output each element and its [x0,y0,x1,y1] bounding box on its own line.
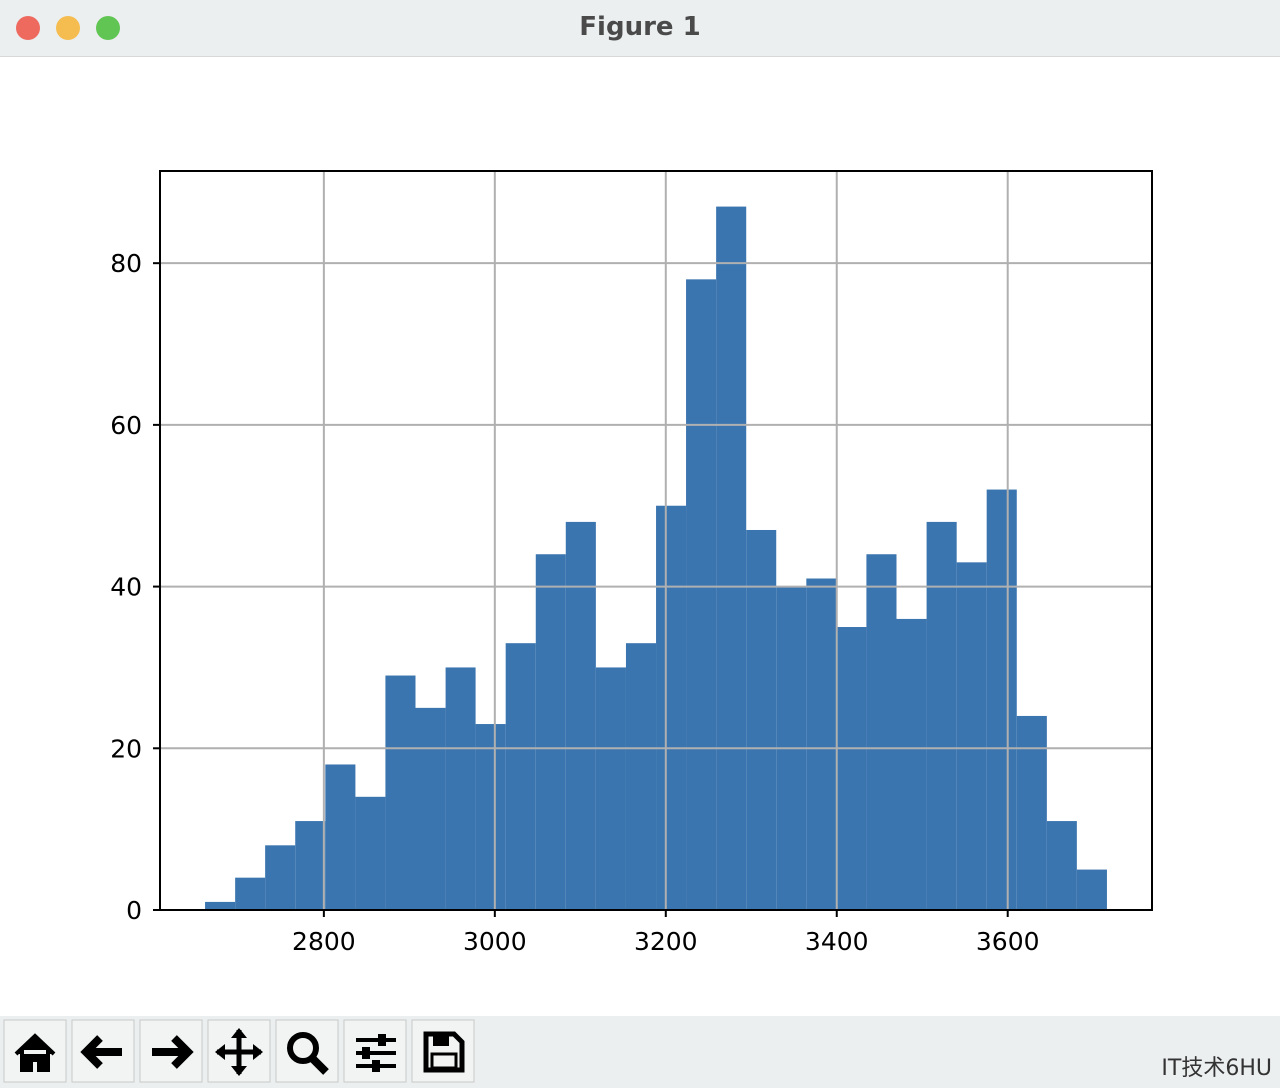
y-tick-label: 20 [110,734,142,763]
bar [746,529,777,910]
minimize-button[interactable] [56,16,80,40]
bar [806,578,837,910]
bar [1046,821,1077,910]
bar [445,667,476,910]
bar [535,554,566,910]
configure-button[interactable] [343,1019,407,1083]
y-tick-label: 80 [110,249,142,278]
toolbar: IT技术6HU [0,1016,1280,1088]
bar [986,489,1017,910]
x-tick-label: 2800 [292,927,356,956]
zoom-button[interactable] [96,16,120,40]
watermark: IT技术6HU [1161,1056,1272,1081]
x-tick-label: 3600 [976,927,1040,956]
x-tick-label: 3200 [634,927,698,956]
window-title: Figure 1 [579,12,701,42]
bar [325,764,356,910]
bar [385,675,416,910]
bar [625,643,657,910]
bar [475,724,506,910]
bar [1076,869,1107,910]
toolbar-icons [3,1019,475,1083]
bar [565,521,596,910]
forward-button[interactable] [139,1019,203,1083]
y-tick-label: 0 [126,896,142,925]
bar [595,667,626,910]
bar [866,554,897,910]
home-button[interactable] [3,1019,67,1083]
bar [505,643,536,910]
bar [355,796,386,910]
bar [926,521,957,910]
y-tick-label: 40 [110,573,142,602]
bar [656,505,687,910]
chart: 2800 3000 3200 3400 3600 0 20 40 60 80 [110,170,1153,956]
bar [1016,715,1047,910]
bar [235,877,266,910]
bar [836,627,867,910]
bar [716,206,747,910]
bar [205,901,236,910]
x-tick-label: 3400 [805,927,869,956]
zoom-tool-button[interactable] [275,1019,339,1083]
bar [415,707,446,910]
title-bar: Figure 1 [0,0,1280,57]
bar [896,618,927,910]
bar [686,279,717,910]
back-button[interactable] [71,1019,135,1083]
save-button[interactable] [411,1019,475,1083]
pan-button[interactable] [207,1019,271,1083]
bar [265,845,296,910]
bar [956,562,987,910]
x-tick-label: 3000 [463,927,527,956]
close-button[interactable] [16,16,40,40]
axes-frame [159,170,1153,911]
bar [295,821,326,910]
y-tick-label: 60 [110,411,142,440]
